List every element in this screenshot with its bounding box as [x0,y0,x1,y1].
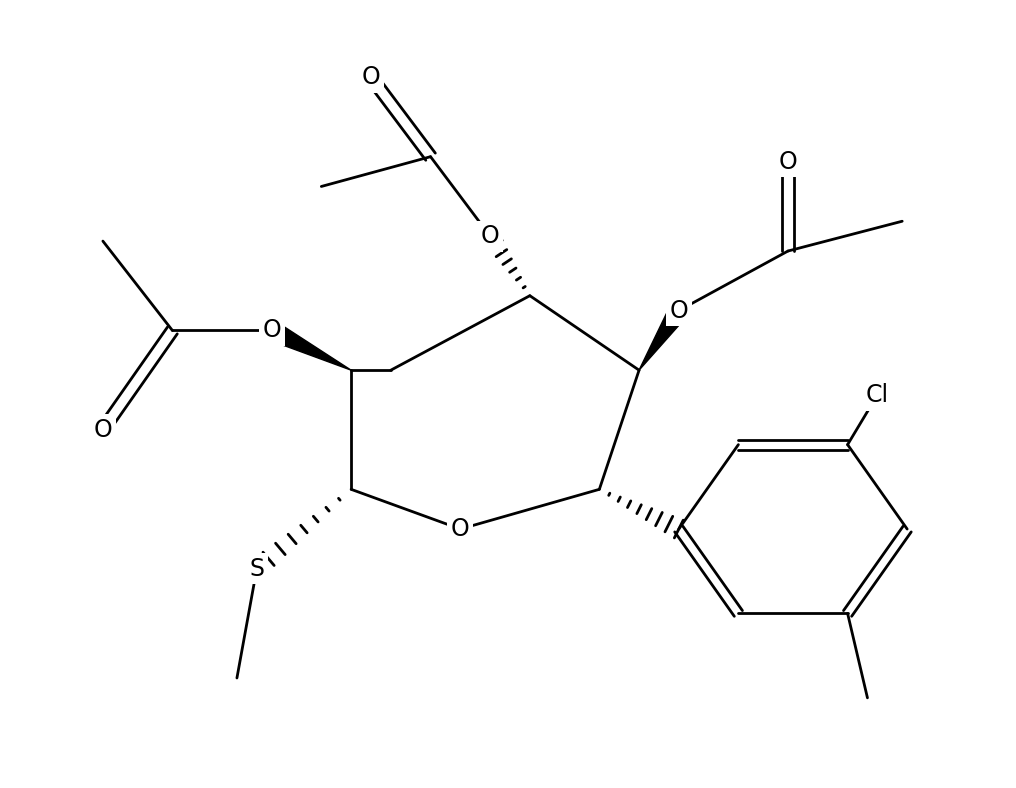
Text: O: O [451,517,469,541]
Text: O: O [93,418,112,442]
Text: O: O [481,224,500,248]
Text: O: O [362,65,380,89]
Text: O: O [670,299,688,322]
Polygon shape [639,305,687,370]
Text: O: O [778,150,798,173]
Text: S: S [249,557,264,581]
Text: O: O [262,318,281,343]
Text: Cl: Cl [866,383,889,407]
Polygon shape [267,322,352,370]
